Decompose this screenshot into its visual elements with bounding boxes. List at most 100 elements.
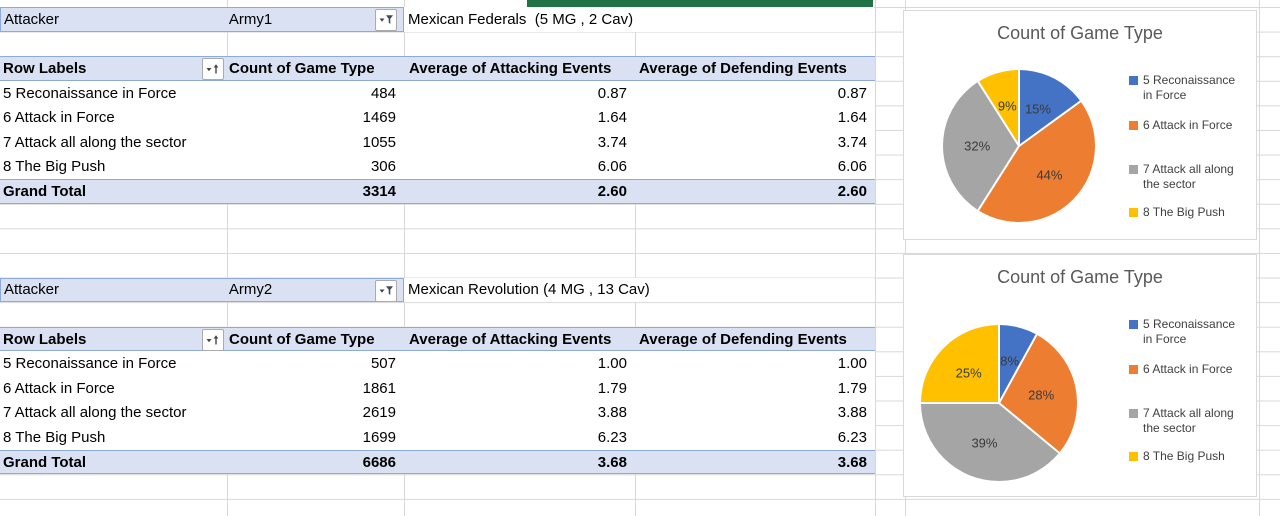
pie-percent-label: 39% — [971, 435, 998, 451]
pivot2-data-row: 6 Attack in Force 1861 1.79 1.79 — [0, 376, 875, 401]
row-label-cell: 5 Reconaissance in Force — [3, 84, 177, 102]
row-label-cell: 8 The Big Push — [3, 158, 106, 176]
pie-chart-army1[interactable]: Count of Game Type 15% 44% 32% 9% 5 Reconai… — [903, 10, 1257, 240]
pivot2-data-row: 5 Reconaissance in Force 507 1.00 1.00 — [0, 351, 875, 376]
pivot1-filter-value: Army1 — [228, 10, 273, 28]
avg-attacking-cell: 6.06 — [597, 158, 627, 176]
grand-total-avg-attacking: 3.68 — [597, 453, 627, 471]
legend-swatch-blue — [1129, 76, 1138, 85]
legend-item-big-push: 8 The Big Push — [1129, 449, 1247, 464]
legend-item-attack-all-along: 7 Attack all along the sector — [1129, 162, 1247, 192]
pivot1-data-row: 7 Attack all along the sector 1055 3.74 … — [0, 130, 875, 155]
chart-title: Count of Game Type — [997, 267, 1163, 287]
pivot2-filter-value: Army2 — [228, 281, 273, 299]
row-label-cell: 7 Attack all along the sector — [3, 133, 187, 151]
count-cell: 1699 — [362, 428, 396, 446]
legend-item-reconaissance: 5 Reconaissance in Force — [1129, 317, 1247, 347]
cell-fill-mask — [404, 277, 874, 303]
legend-swatch-orange — [1129, 365, 1138, 374]
grand-total-avg-attacking: 2.60 — [597, 182, 627, 200]
grand-total-avg-defending: 3.68 — [837, 453, 867, 471]
pivot2-filter-label: Attacker — [4, 281, 60, 299]
pie-percent-label: 28% — [1028, 387, 1055, 403]
avg-defending-cell: 1.00 — [837, 355, 867, 373]
legend-label: 8 The Big Push — [1143, 205, 1225, 219]
sort-ascending-filter-icon — [206, 334, 219, 345]
grand-total-label: Grand Total — [3, 182, 87, 200]
pivot2-header-row-labels: Row Labels — [3, 330, 87, 348]
grand-total-avg-defending: 2.60 — [837, 182, 867, 200]
grand-total-label: Grand Total — [3, 453, 87, 471]
pie-slice-separators — [921, 325, 1060, 454]
avg-defending-cell: 0.87 — [837, 84, 867, 102]
pivot2-filter-button[interactable] — [375, 279, 397, 302]
row-label-cell: 5 Reconaissance in Force — [3, 355, 177, 373]
gridline-vertical — [227, 0, 228, 516]
avg-attacking-cell: 3.74 — [597, 133, 627, 151]
pivot2-header-avg-attacking: Average of Attacking Events — [409, 330, 612, 348]
avg-attacking-cell: 6.23 — [597, 428, 627, 446]
gridline-vertical — [875, 0, 876, 516]
legend-item-reconaissance: 5 Reconaissance in Force — [1129, 73, 1247, 103]
grand-total-count: 3314 — [362, 182, 396, 200]
pie-percent-label: 25% — [955, 365, 982, 381]
pivot2-row-labels-sort-button[interactable] — [202, 328, 224, 351]
legend-item-big-push: 8 The Big Push — [1129, 205, 1247, 220]
avg-defending-cell: 6.06 — [837, 158, 867, 176]
legend-swatch-blue — [1129, 320, 1138, 329]
legend-label: 7 Attack all along the sector — [1143, 406, 1234, 435]
pivot1-filter-button[interactable] — [375, 9, 397, 31]
legend-item-attack-all-along: 7 Attack all along the sector — [1129, 406, 1247, 436]
pie-army1: 15% 44% 32% 9% — [943, 70, 1095, 222]
pivot1-filter-label: Attacker — [4, 10, 60, 28]
legend-label: 5 Reconaissance in Force — [1143, 73, 1236, 102]
pie-percent-label: 9% — [997, 98, 1017, 114]
pivot1-header-row-labels: Row Labels — [3, 59, 87, 77]
row-label-cell: 6 Attack in Force — [3, 379, 115, 397]
pie-percent-label: 44% — [1036, 167, 1063, 183]
legend-item-attack-in-force: 6 Attack in Force — [1129, 118, 1247, 133]
pie-army2: 8% 28% 39% 25% — [921, 325, 1077, 481]
count-cell: 507 — [370, 355, 396, 373]
count-cell: 306 — [370, 158, 396, 176]
count-cell: 484 — [370, 84, 396, 102]
legend-label: 5 Reconaissance in Force — [1143, 317, 1236, 346]
pivot2-grand-total-row: Grand Total 6686 3.68 3.68 — [0, 449, 875, 475]
gridline-vertical — [1259, 0, 1260, 516]
pivot2-data-row: 7 Attack all along the sector 2619 3.88 … — [0, 401, 875, 426]
chart-title: Count of Game Type — [997, 23, 1163, 43]
row-label-cell: 7 Attack all along the sector — [3, 404, 187, 422]
sort-ascending-filter-icon — [206, 64, 219, 74]
legend-swatch-yellow — [1129, 452, 1138, 461]
pie-chart-army2[interactable]: Count of Game Type 8% 28% 39% 25% 5 Reconai… — [903, 254, 1257, 497]
filter-funnel-icon — [379, 285, 393, 295]
pivot2-header-avg-defending: Average of Defending Events — [639, 330, 847, 348]
pivot1-data-row: 8 The Big Push 306 6.06 6.06 — [0, 155, 875, 180]
avg-attacking-cell: 1.79 — [597, 379, 627, 397]
grand-total-count: 6686 — [362, 453, 396, 471]
pivot2-data-row: 8 The Big Push 1699 6.23 6.23 — [0, 425, 875, 450]
pivot2-filter-row: Attacker Army2 — [0, 277, 404, 303]
gridline-vertical — [404, 0, 405, 516]
pie-percent-label: 15% — [1024, 101, 1051, 117]
green-accent-strip — [527, 0, 873, 7]
legend-item-attack-in-force: 6 Attack in Force — [1129, 362, 1247, 377]
pie-percent-label: 8% — [1000, 353, 1020, 369]
avg-attacking-cell: 1.64 — [597, 109, 627, 127]
legend-swatch-gray — [1129, 165, 1138, 174]
pivot1-row-labels-sort-button[interactable] — [202, 58, 224, 81]
pivot2-header-count: Count of Game Type — [229, 330, 375, 348]
count-cell: 2619 — [362, 404, 396, 422]
legend-swatch-yellow — [1129, 208, 1138, 217]
pivot2-filter-note: Mexican Revolution (4 MG , 13 Cav) — [408, 281, 650, 299]
count-cell: 1861 — [362, 379, 396, 397]
avg-attacking-cell: 3.88 — [597, 404, 627, 422]
legend-swatch-gray — [1129, 409, 1138, 418]
filter-funnel-icon — [379, 15, 393, 24]
pivot1-header-avg-attacking: Average of Attacking Events — [409, 59, 612, 77]
pie-percent-label: 32% — [964, 138, 991, 154]
pivot1-filter-note: Mexican Federals (5 MG , 2 Cav) — [408, 10, 634, 28]
pie-slice-separators — [977, 70, 1082, 211]
count-cell: 1055 — [362, 133, 396, 151]
